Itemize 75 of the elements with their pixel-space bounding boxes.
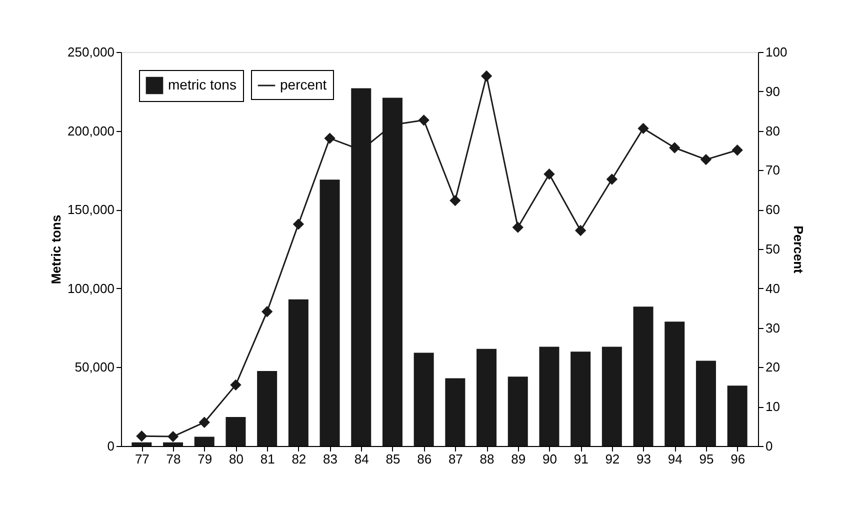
- bar: [194, 436, 214, 446]
- bar: [664, 322, 685, 446]
- y2-tick-label: 30: [766, 320, 780, 336]
- point: [418, 114, 430, 126]
- x-tick-label: 77: [134, 452, 150, 466]
- bar: [320, 180, 340, 446]
- point: [293, 218, 304, 230]
- bar: [602, 346, 622, 446]
- x-tick-label: 90: [542, 452, 557, 466]
- point: [450, 195, 460, 206]
- bar: [633, 306, 654, 446]
- y2-tick-label: 20: [766, 360, 780, 375]
- x-tick-label: 80: [228, 452, 244, 466]
- x-tick-label: 92: [605, 452, 620, 466]
- point: [481, 70, 492, 82]
- y2-tick-label: 50: [766, 242, 780, 256]
- x-tick-label: 85: [386, 452, 400, 466]
- x-tick-label: 84: [354, 452, 369, 466]
- x-tick-label: 86: [417, 452, 432, 466]
- y2-tick-label: 100: [766, 44, 788, 60]
- legend-label: metric tons: [168, 76, 236, 92]
- y2-axis-title: Percent: [791, 226, 806, 274]
- y-tick-label: 150,000: [68, 202, 114, 218]
- x-tick-label: 82: [292, 452, 306, 466]
- y2-tick-label: 70: [766, 162, 780, 178]
- y-tick-label: 100,000: [68, 280, 114, 296]
- bar: [445, 378, 466, 446]
- y-tick-label: 0: [107, 438, 114, 454]
- point: [324, 133, 335, 144]
- x-tick-label: 89: [511, 452, 526, 466]
- x-tick-label: 79: [198, 452, 212, 466]
- x-tick-label: 95: [699, 452, 714, 466]
- y-tick-label: 50,000: [74, 360, 114, 375]
- y-axis-title: Metric tons: [48, 214, 64, 284]
- bar: [570, 352, 591, 446]
- point: [606, 174, 618, 184]
- point: [732, 144, 743, 156]
- bar: [257, 370, 278, 446]
- bar: [508, 376, 528, 446]
- point: [168, 431, 178, 442]
- x-tick-label: 83: [323, 452, 338, 466]
- y2-tick-label: 80: [766, 123, 780, 138]
- y-tick-label: 250,000: [68, 44, 114, 60]
- x-tick-label: 87: [448, 452, 463, 466]
- bar: [414, 352, 434, 446]
- y2-tick-label: 10: [766, 399, 780, 414]
- x-tick-label: 88: [480, 452, 494, 466]
- point: [669, 142, 680, 153]
- y2-tick-label: 40: [766, 280, 780, 296]
- bar: [288, 299, 308, 446]
- bar: [696, 360, 716, 446]
- y2-tick-label: 90: [766, 84, 780, 99]
- point: [544, 168, 554, 180]
- point: [575, 225, 586, 236]
- bar: [226, 417, 246, 446]
- legend-label: percent: [280, 76, 327, 92]
- bar: [476, 348, 497, 446]
- point: [512, 222, 524, 233]
- point: [136, 430, 147, 442]
- x-tick-label: 81: [260, 452, 275, 466]
- bar: [727, 386, 748, 446]
- x-tick-label: 94: [668, 452, 682, 466]
- point: [230, 380, 241, 390]
- x-tick-label: 91: [574, 452, 588, 466]
- point: [700, 154, 712, 165]
- x-tick-label: 93: [636, 452, 652, 466]
- y2-tick-label: 0: [766, 438, 773, 454]
- point: [262, 306, 272, 317]
- point: [199, 417, 210, 428]
- x-tick-label: 78: [166, 452, 181, 466]
- y2-tick-label: 60: [766, 202, 780, 218]
- point: [638, 123, 648, 134]
- bar: [539, 346, 560, 446]
- y-tick-label: 200,000: [68, 123, 114, 138]
- x-tick-label: 96: [730, 452, 746, 466]
